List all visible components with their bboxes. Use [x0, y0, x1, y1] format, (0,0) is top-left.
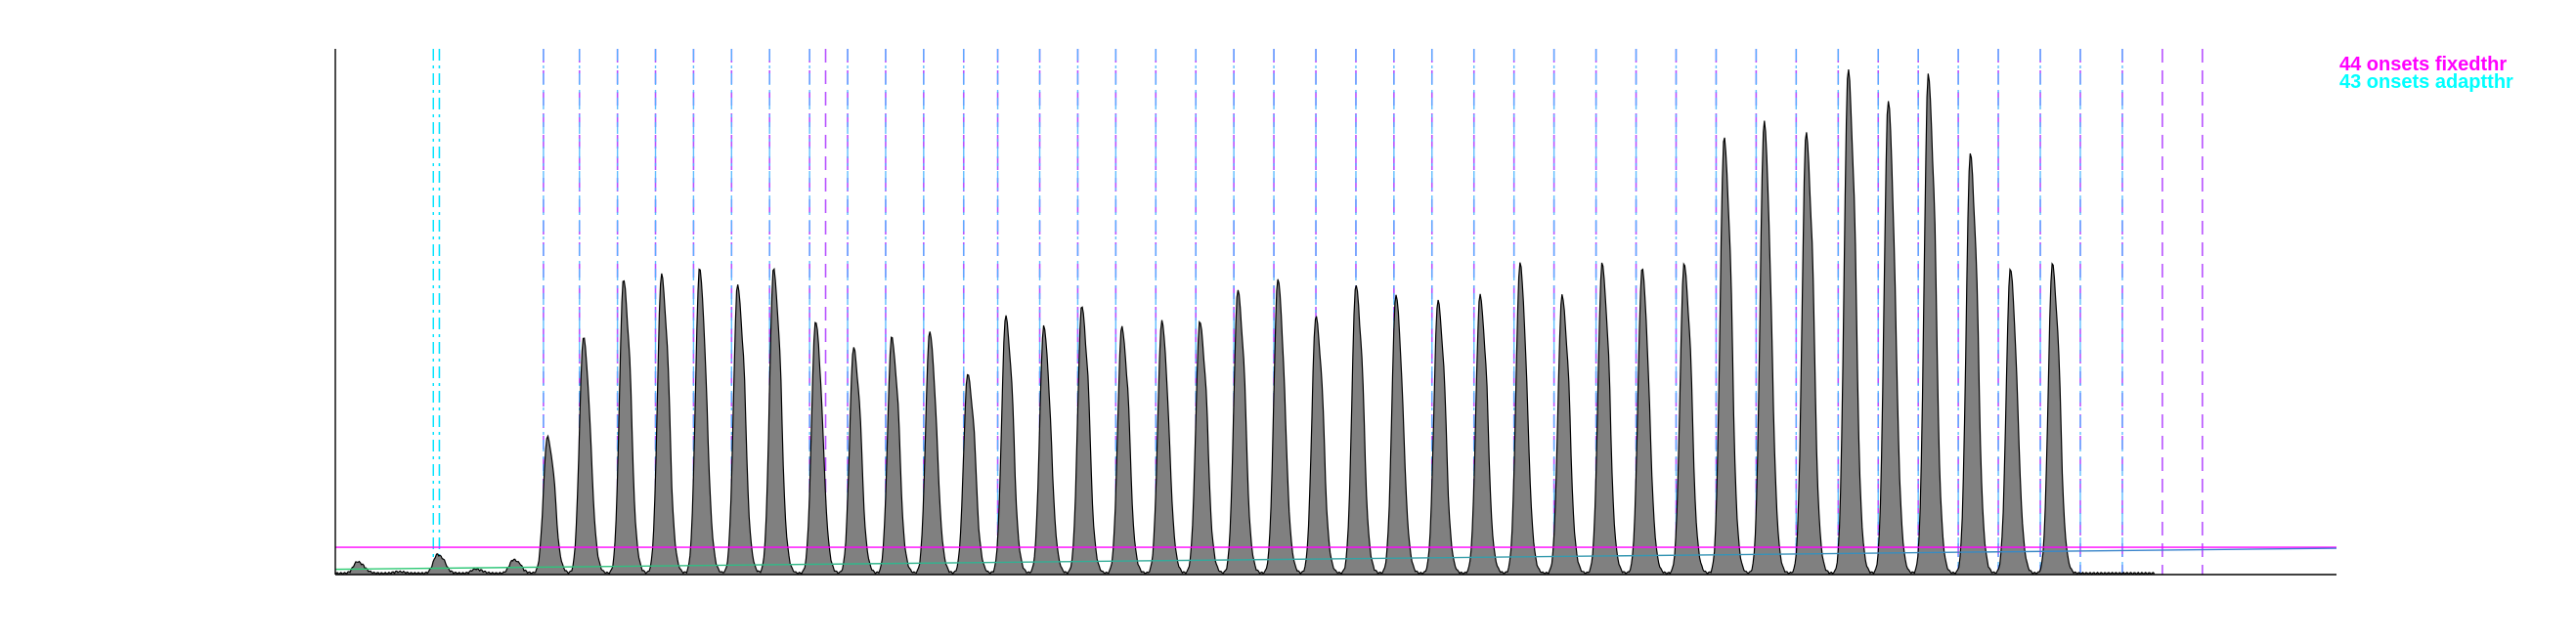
legend-entry-fixedthr: 44 onsets fixedthr [2339, 54, 2507, 75]
signal-line [334, 69, 2156, 576]
axes-group [334, 49, 2336, 576]
legend-entry-adaptthr: 43 onsets adaptthr [2339, 71, 2513, 93]
signal-area [335, 69, 2155, 576]
signal-group [334, 69, 2156, 576]
threshold-group [334, 546, 2337, 571]
adaptive-threshold-line [334, 547, 2337, 571]
legend: 44 onsets fixedthr 43 onsets adaptthr [2339, 54, 2513, 93]
